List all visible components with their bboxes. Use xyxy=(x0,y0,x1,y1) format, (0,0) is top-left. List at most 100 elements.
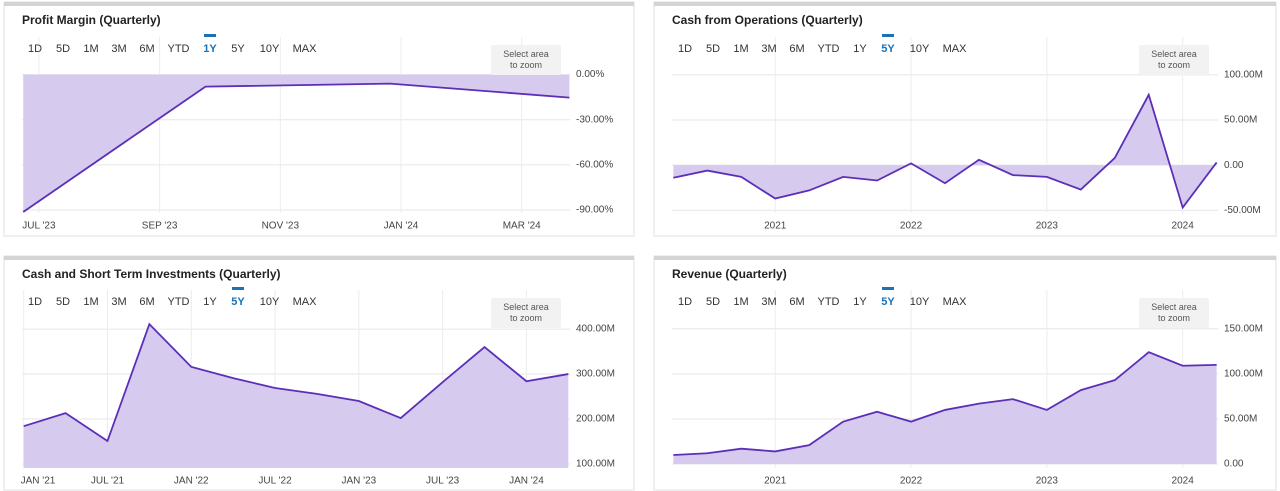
y-tick-label: -60.00% xyxy=(576,160,613,171)
panel-top-bar xyxy=(654,2,1276,6)
range-button[interactable]: 3M xyxy=(761,296,776,308)
x-tick-label: 2021 xyxy=(764,476,787,487)
range-button[interactable]: 6M xyxy=(139,296,154,308)
x-tick-label: 2021 xyxy=(764,221,787,232)
range-button[interactable]: 1D xyxy=(678,296,692,308)
x-tick-label: 2023 xyxy=(1036,221,1059,232)
area xyxy=(673,352,1217,465)
range-button[interactable]: 1Y xyxy=(853,296,867,308)
x-tick-label: MAR '24 xyxy=(503,221,541,232)
x-tick-label: JAN '24 xyxy=(509,476,544,487)
x-tick-label: 2023 xyxy=(1036,476,1059,487)
range-button[interactable]: 5D xyxy=(56,296,70,308)
zoom-hint-box xyxy=(1139,298,1209,328)
y-tick-label: 50.00M xyxy=(1224,414,1257,425)
range-button[interactable]: YTD xyxy=(818,43,840,55)
range-button[interactable]: 3M xyxy=(111,43,126,55)
range-button[interactable]: 6M xyxy=(139,43,154,55)
range-button[interactable]: YTD xyxy=(168,296,190,308)
y-tick-label: 100.00M xyxy=(576,459,615,470)
range-button[interactable]: YTD xyxy=(818,296,840,308)
panel-top-bar xyxy=(4,256,634,260)
range-button[interactable]: 3M xyxy=(761,43,776,55)
range-button[interactable]: 5D xyxy=(706,296,720,308)
x-tick-label: JUL '23 xyxy=(22,221,56,232)
range-button[interactable]: 5Y xyxy=(231,43,245,55)
zoom-hint-box xyxy=(1139,45,1209,75)
panel-title: Profit Margin (Quarterly) xyxy=(22,13,161,27)
y-tick-label: -90.00% xyxy=(576,205,613,216)
selected-indicator xyxy=(882,287,894,290)
zoom-hint-text: Select area to zoom xyxy=(1151,302,1197,323)
panel-title: Cash from Operations (Quarterly) xyxy=(672,13,863,27)
line xyxy=(673,351,1217,456)
y-tick-label: 150.00M xyxy=(1224,323,1263,334)
range-button[interactable]: 5D xyxy=(56,43,70,55)
zoom-hint: Select area to zoom xyxy=(503,302,549,323)
range-button[interactable]: 1D xyxy=(28,296,42,308)
selected-indicator xyxy=(882,34,894,37)
range-button[interactable]: YTD xyxy=(168,43,190,55)
x-tick-label: JUL '21 xyxy=(91,476,125,487)
range-button[interactable]: 1M xyxy=(733,296,748,308)
range-button[interactable]: 5Y xyxy=(231,296,245,308)
range-button[interactable]: 1D xyxy=(28,43,42,55)
y-tick-label: 100.00M xyxy=(1224,70,1263,81)
y-tick-label: 0.00% xyxy=(576,69,604,80)
x-tick-label: 2022 xyxy=(900,476,923,487)
zoom-hint: Select area to zoom xyxy=(1151,302,1197,323)
range-button[interactable]: 1M xyxy=(83,43,98,55)
y-tick-label: -30.00% xyxy=(576,114,613,125)
y-tick-label: 300.00M xyxy=(576,369,615,380)
x-tick-label: 2024 xyxy=(1172,476,1195,487)
range-button[interactable]: 6M xyxy=(789,43,804,55)
line xyxy=(22,82,570,213)
area xyxy=(673,94,1217,208)
line xyxy=(673,92,1218,210)
x-tick-label: 2024 xyxy=(1172,221,1195,232)
range-button[interactable]: 5Y xyxy=(881,43,895,55)
range-button[interactable]: 6M xyxy=(789,296,804,308)
x-tick-label: SEP '23 xyxy=(142,221,178,232)
range-button[interactable]: 5D xyxy=(706,43,720,55)
y-tick-label: 200.00M xyxy=(576,414,615,425)
y-tick-label: -50.00M xyxy=(1224,205,1261,216)
y-tick-label: 0.00 xyxy=(1224,459,1244,470)
panel-top-bar xyxy=(4,2,634,6)
x-tick-label: 2022 xyxy=(900,221,923,232)
range-button[interactable]: 5Y xyxy=(881,296,895,308)
range-button[interactable]: MAX xyxy=(293,43,318,55)
range-button[interactable]: 1D xyxy=(678,43,692,55)
range-button[interactable]: 1M xyxy=(83,296,98,308)
panel-top-bar xyxy=(654,256,1276,260)
range-button[interactable]: 10Y xyxy=(260,43,280,55)
line xyxy=(23,322,569,443)
range-button[interactable]: MAX xyxy=(293,296,318,308)
range-button[interactable]: MAX xyxy=(943,296,968,308)
x-tick-label: JAN '23 xyxy=(341,476,376,487)
x-tick-label: JUL '22 xyxy=(258,476,292,487)
range-button[interactable]: 1Y xyxy=(203,43,217,55)
x-tick-label: NOV '23 xyxy=(262,221,300,232)
zoom-hint-text: Select area to zoom xyxy=(1151,49,1197,70)
panel-title: Revenue (Quarterly) xyxy=(672,267,787,281)
zoom-hint-text: Select area to zoom xyxy=(503,302,549,323)
selected-indicator xyxy=(204,34,216,37)
range-button[interactable]: MAX xyxy=(943,43,968,55)
range-button[interactable]: 10Y xyxy=(910,43,930,55)
range-button[interactable]: 1M xyxy=(733,43,748,55)
zoom-hint: Select area to zoom xyxy=(503,49,549,70)
range-button[interactable]: 1Y xyxy=(203,296,217,308)
range-button[interactable]: 1Y xyxy=(853,43,867,55)
zoom-hint: Select area to zoom xyxy=(1151,49,1197,70)
y-tick-label: 0.00 xyxy=(1224,160,1244,171)
area xyxy=(23,324,569,468)
area xyxy=(23,74,570,212)
zoom-hint-box xyxy=(491,45,561,75)
range-button[interactable]: 10Y xyxy=(910,296,930,308)
range-button[interactable]: 3M xyxy=(111,296,126,308)
x-tick-label: JAN '21 xyxy=(21,476,56,487)
range-button[interactable]: 10Y xyxy=(260,296,280,308)
